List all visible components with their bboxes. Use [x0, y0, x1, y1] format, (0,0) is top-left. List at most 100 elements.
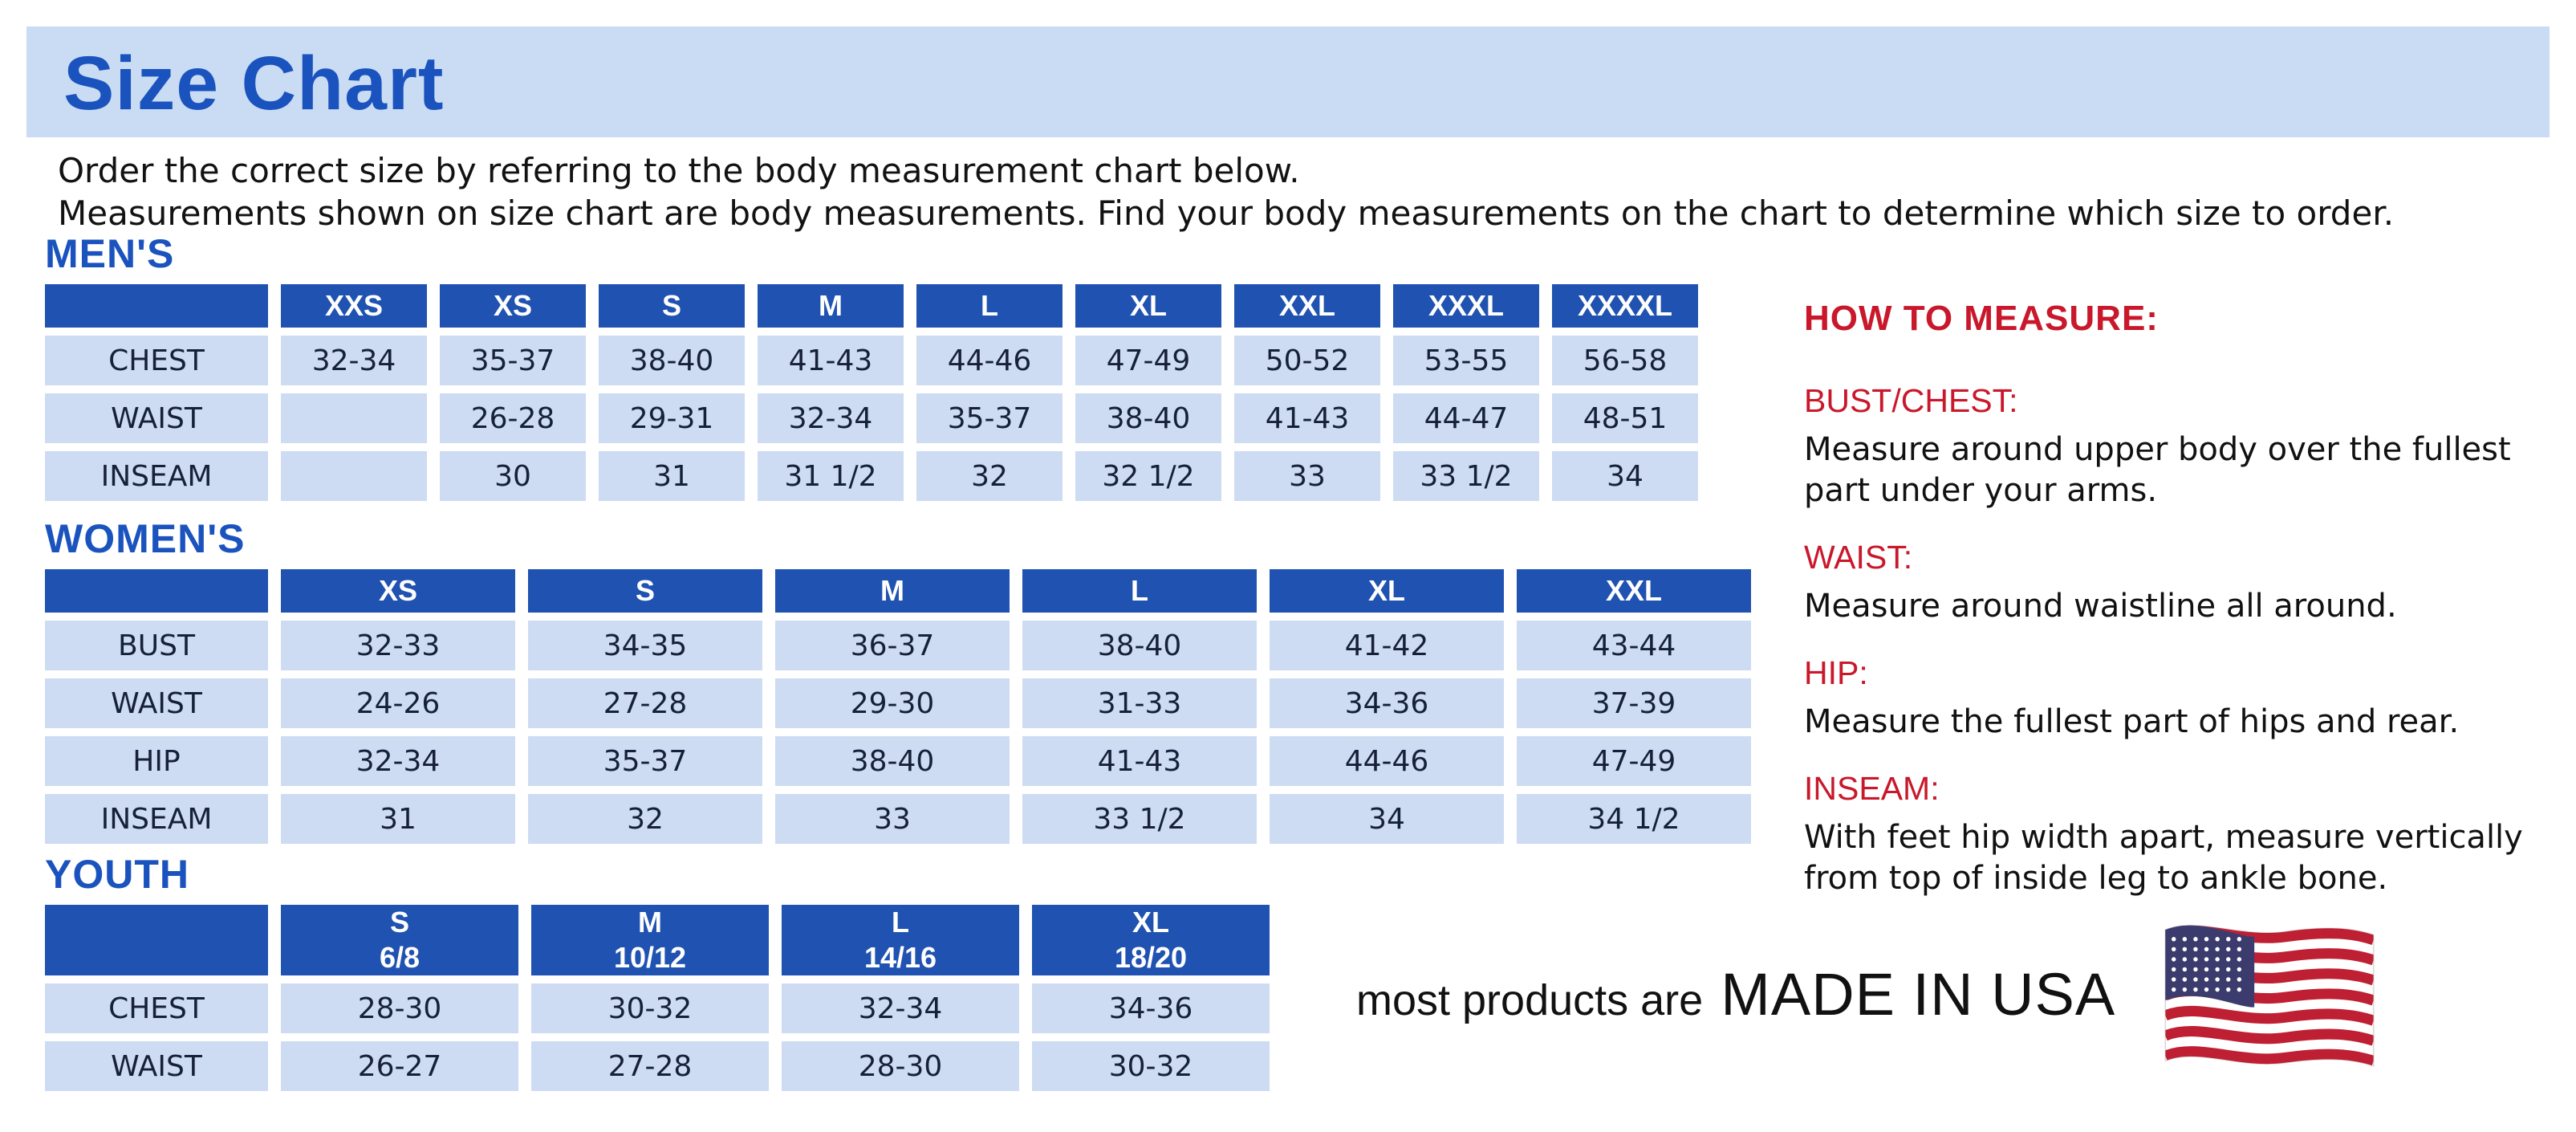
star-dot: [2237, 967, 2242, 972]
star-dot: [2215, 957, 2220, 962]
womens-value-cell: 35-37: [528, 736, 762, 786]
mens-value-cell: 44-47: [1393, 393, 1539, 443]
youth-table-row: CHEST 28-30 30-32 32-34 34-36: [45, 983, 1270, 1033]
measure-term: WAIST:: [1804, 539, 1913, 576]
womens-value-cell: 41-43: [1022, 736, 1257, 786]
measure-term: BUST/CHEST:: [1804, 382, 2018, 419]
star-dot: [2204, 937, 2209, 942]
youth-column-header: M 10/12: [531, 905, 769, 975]
star-dot: [2182, 957, 2188, 962]
mens-value-cell: 35-37: [916, 393, 1062, 443]
star-dot: [2237, 947, 2242, 952]
measure-desc: Measure the fullest part of hips and rea…: [1804, 703, 2460, 740]
youth-column-header: L 14/16: [782, 905, 1019, 975]
mens-table-row: WAIST 26-28 29-31 32-34 35-37 38-40 41-43 44-47…: [45, 393, 1698, 443]
measure-desc: With feet hip width apart, measure verti…: [1804, 819, 2523, 897]
intro-text: Order the correct size by referring to t…: [58, 149, 2394, 234]
star-dot: [2172, 937, 2176, 942]
us-flag-graphic: [2164, 924, 2375, 1067]
mens-column-header: XXXXL: [1552, 284, 1698, 328]
star-dot: [2237, 987, 2242, 992]
measure-desc: Measure around waistline all around.: [1804, 588, 2397, 625]
womens-table-row: HIP 32-34 35-37 38-40 41-43 44-46 47-49: [45, 736, 1751, 786]
womens-column-header: M: [775, 569, 1010, 613]
how-to-measure-heading: HOW TO MEASURE:: [1804, 299, 2159, 338]
section-mens: MEN'S XXS XS S M L XL XXL XXXL XXXXL CHEST 32-34 35…: [32, 233, 1711, 509]
womens-row-label: HIP: [45, 736, 268, 786]
star-dot: [2226, 947, 2231, 952]
womens-value-cell: 47-49: [1517, 736, 1751, 786]
youth-table-row: WAIST 26-27 27-28 28-30 30-32: [45, 1041, 1270, 1091]
star-dot: [2215, 947, 2220, 952]
mens-value-cell: 32: [916, 451, 1062, 501]
star-dot: [2204, 987, 2209, 992]
mens-value-cell: 41-43: [1234, 393, 1380, 443]
womens-column-header: XXL: [1517, 569, 1751, 613]
measure-item-waist: WAIST: Measure around waistline all arou…: [1804, 539, 2530, 627]
mens-value-cell: 38-40: [1075, 393, 1221, 443]
mens-value-cell: 50-52: [1234, 336, 1380, 385]
mens-value-cell: 35-37: [440, 336, 586, 385]
youth-corner-cell: [45, 905, 268, 975]
mens-value-cell: 47-49: [1075, 336, 1221, 385]
star-dot: [2226, 987, 2231, 992]
womens-value-cell: 44-46: [1270, 736, 1504, 786]
made-in-usa-note: most products are MADE IN USA: [1356, 960, 2115, 1028]
womens-row-label: BUST: [45, 621, 268, 670]
measure-desc: Measure around upper body over the fulle…: [1804, 431, 2511, 509]
womens-column-header: L: [1022, 569, 1257, 613]
mens-value-cell: 29-31: [599, 393, 745, 443]
star-dot: [2193, 947, 2198, 952]
mens-value-cell: 33 1/2: [1393, 451, 1539, 501]
star-dot: [2204, 947, 2209, 952]
star-dot: [2182, 987, 2188, 992]
youth-value-cell: 28-30: [281, 983, 518, 1033]
mens-column-header: S: [599, 284, 745, 328]
flag-stars: [2172, 937, 2242, 992]
mens-value-cell: 33: [1234, 451, 1380, 501]
womens-value-cell: 33: [775, 794, 1010, 844]
star-dot: [2215, 977, 2220, 982]
star-dot: [2226, 937, 2231, 942]
youth-row-label: CHEST: [45, 983, 268, 1033]
star-dot: [2193, 957, 2198, 962]
star-dot: [2237, 937, 2242, 942]
mens-column-header: L: [916, 284, 1062, 328]
womens-value-cell: 29-30: [775, 678, 1010, 728]
mens-corner-cell: [45, 284, 268, 328]
youth-column-header: S 6/8: [281, 905, 518, 975]
flag-canton: [2165, 925, 2255, 1008]
mens-column-header: XXS: [281, 284, 427, 328]
mens-value-cell: 31: [599, 451, 745, 501]
womens-column-header: XS: [281, 569, 515, 613]
mens-size-table: XXS XS S M L XL XXL XXXL XXXXL CHEST 32-34 35-37 38-…: [32, 276, 1711, 509]
womens-row-label: WAIST: [45, 678, 268, 728]
star-dot: [2215, 937, 2220, 942]
womens-value-cell: 32-34: [281, 736, 515, 786]
section-womens: WOMEN'S XS S M L XL XXL BUST 32-33 34-35 36-37 38-…: [32, 518, 1764, 852]
womens-value-cell: 33 1/2: [1022, 794, 1257, 844]
youth-row-label: WAIST: [45, 1041, 268, 1091]
us-flag-icon: [2160, 923, 2379, 1073]
star-dot: [2204, 977, 2209, 982]
womens-value-cell: 31: [281, 794, 515, 844]
mens-value-cell: 31 1/2: [758, 451, 904, 501]
measure-item-hip: HIP: Measure the fullest part of hips an…: [1804, 654, 2530, 743]
star-dot: [2237, 957, 2242, 962]
mens-heading: MEN'S: [45, 231, 175, 276]
mens-value-cell: 44-46: [916, 336, 1062, 385]
mens-column-header: XXXL: [1393, 284, 1539, 328]
womens-value-cell: 43-44: [1517, 621, 1751, 670]
mens-table-row: INSEAM 30 31 31 1/2 32 32 1/2 33 33 1/2 34: [45, 451, 1698, 501]
star-dot: [2172, 957, 2176, 962]
womens-column-header: XL: [1270, 569, 1504, 613]
measure-term: HIP:: [1804, 654, 1868, 691]
mens-value-cell: 32 1/2: [1075, 451, 1221, 501]
womens-value-cell: 34-35: [528, 621, 762, 670]
mens-value-cell: 32-34: [281, 336, 427, 385]
page-banner: Size Chart: [26, 26, 2550, 137]
youth-value-cell: 26-27: [281, 1041, 518, 1091]
star-dot: [2172, 987, 2176, 992]
womens-table-row: INSEAM 31 32 33 33 1/2 34 34 1/2: [45, 794, 1751, 844]
youth-value-cell: 27-28: [531, 1041, 769, 1091]
